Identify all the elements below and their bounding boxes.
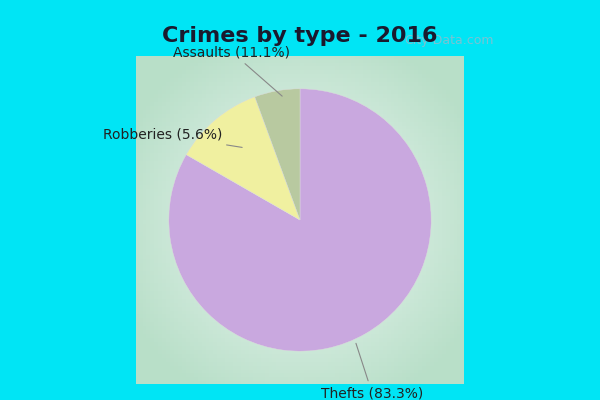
Text: Crimes by type - 2016: Crimes by type - 2016 bbox=[162, 26, 438, 46]
Text: Robberies (5.6%): Robberies (5.6%) bbox=[103, 128, 242, 148]
Text: Thefts (83.3%): Thefts (83.3%) bbox=[321, 343, 423, 400]
Text: Assaults (11.1%): Assaults (11.1%) bbox=[173, 45, 290, 96]
Wedge shape bbox=[255, 89, 300, 220]
Text: City-Data.com: City-Data.com bbox=[404, 34, 494, 47]
Wedge shape bbox=[186, 97, 300, 220]
Wedge shape bbox=[169, 89, 431, 351]
